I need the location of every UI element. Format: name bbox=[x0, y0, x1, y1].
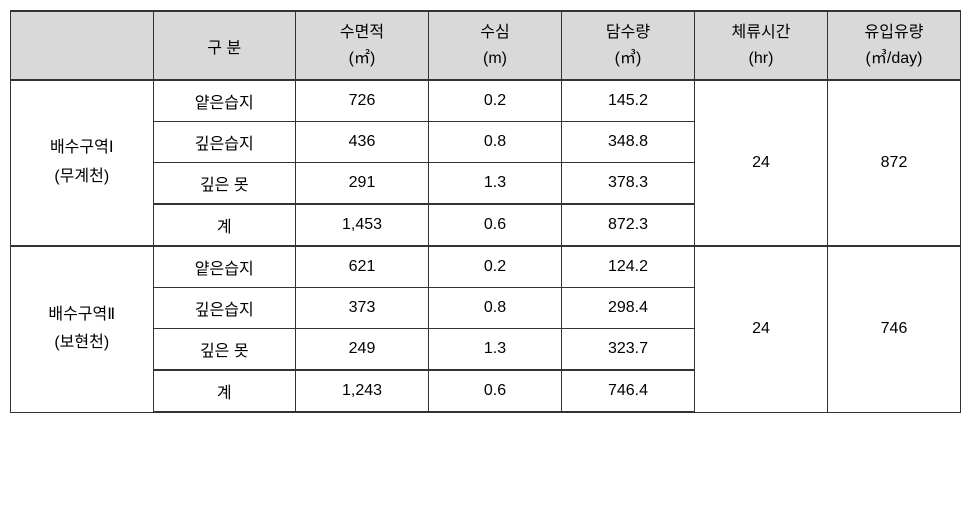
zone-name-main: 배수구역Ⅰ bbox=[15, 134, 149, 163]
header-type: 구 분 bbox=[153, 11, 296, 80]
cell-storage: 746.4 bbox=[562, 370, 695, 412]
cell-depth: 0.8 bbox=[429, 288, 562, 329]
cell-area: 621 bbox=[296, 246, 429, 288]
cell-area: 291 bbox=[296, 163, 429, 205]
cell-storage: 348.8 bbox=[562, 122, 695, 163]
cell-type: 계 bbox=[153, 204, 296, 246]
header-row: 구 분 수면적 (㎡) 수심 (m) 담수량 (㎥) 체류시간 (hr) bbox=[11, 11, 961, 80]
table-row: 배수구역Ⅱ (보현천) 얕은습지 621 0.2 124.2 24 746 bbox=[11, 246, 961, 288]
header-depth: 수심 (m) bbox=[429, 11, 562, 80]
table-body: 배수구역Ⅰ (무계천) 얕은습지 726 0.2 145.2 24 872 깊은… bbox=[11, 80, 961, 412]
header-retention-unit: (hr) bbox=[699, 46, 823, 72]
table-container: 구 분 수면적 (㎡) 수심 (m) 담수량 (㎥) 체류시간 (hr) bbox=[10, 10, 961, 413]
header-retention-main: 체류시간 bbox=[699, 20, 823, 46]
cell-type: 깊은습지 bbox=[153, 122, 296, 163]
cell-inflow: 746 bbox=[828, 246, 961, 412]
cell-area: 249 bbox=[296, 329, 429, 371]
cell-depth: 0.8 bbox=[429, 122, 562, 163]
header-inflow: 유입유량 (㎥/day) bbox=[828, 11, 961, 80]
header-area: 수면적 (㎡) bbox=[296, 11, 429, 80]
cell-storage: 378.3 bbox=[562, 163, 695, 205]
header-retention: 체류시간 (hr) bbox=[695, 11, 828, 80]
header-zone bbox=[11, 11, 154, 80]
cell-inflow: 872 bbox=[828, 80, 961, 246]
cell-area: 726 bbox=[296, 80, 429, 122]
cell-type: 얕은습지 bbox=[153, 246, 296, 288]
cell-depth: 0.6 bbox=[429, 204, 562, 246]
header-depth-unit: (m) bbox=[433, 46, 557, 72]
cell-depth: 0.2 bbox=[429, 246, 562, 288]
header-inflow-unit: (㎥/day) bbox=[832, 46, 956, 72]
cell-area: 436 bbox=[296, 122, 429, 163]
cell-area: 1,453 bbox=[296, 204, 429, 246]
cell-depth: 0.2 bbox=[429, 80, 562, 122]
cell-type: 얕은습지 bbox=[153, 80, 296, 122]
cell-storage: 323.7 bbox=[562, 329, 695, 371]
cell-type: 깊은 못 bbox=[153, 329, 296, 371]
header-inflow-main: 유입유량 bbox=[832, 20, 956, 46]
zone-cell: 배수구역Ⅰ (무계천) bbox=[11, 80, 154, 246]
cell-storage: 298.4 bbox=[562, 288, 695, 329]
cell-depth: 0.6 bbox=[429, 370, 562, 412]
cell-storage: 145.2 bbox=[562, 80, 695, 122]
drainage-table: 구 분 수면적 (㎡) 수심 (m) 담수량 (㎥) 체류시간 (hr) bbox=[10, 10, 961, 413]
cell-depth: 1.3 bbox=[429, 163, 562, 205]
cell-area: 1,243 bbox=[296, 370, 429, 412]
header-area-main: 수면적 bbox=[300, 20, 424, 46]
zone-name-sub: (보현천) bbox=[15, 329, 149, 358]
header-storage: 담수량 (㎥) bbox=[562, 11, 695, 80]
header-storage-unit: (㎥) bbox=[566, 46, 690, 72]
header-depth-main: 수심 bbox=[433, 20, 557, 46]
zone-name-sub: (무계천) bbox=[15, 163, 149, 192]
header-area-unit: (㎡) bbox=[300, 46, 424, 72]
cell-storage: 124.2 bbox=[562, 246, 695, 288]
zone-name-main: 배수구역Ⅱ bbox=[15, 301, 149, 330]
cell-type: 계 bbox=[153, 370, 296, 412]
cell-storage: 872.3 bbox=[562, 204, 695, 246]
cell-retention: 24 bbox=[695, 246, 828, 412]
zone-cell: 배수구역Ⅱ (보현천) bbox=[11, 246, 154, 412]
cell-type: 깊은습지 bbox=[153, 288, 296, 329]
header-storage-main: 담수량 bbox=[566, 20, 690, 46]
cell-area: 373 bbox=[296, 288, 429, 329]
cell-type: 깊은 못 bbox=[153, 163, 296, 205]
cell-depth: 1.3 bbox=[429, 329, 562, 371]
table-row: 배수구역Ⅰ (무계천) 얕은습지 726 0.2 145.2 24 872 bbox=[11, 80, 961, 122]
cell-retention: 24 bbox=[695, 80, 828, 246]
